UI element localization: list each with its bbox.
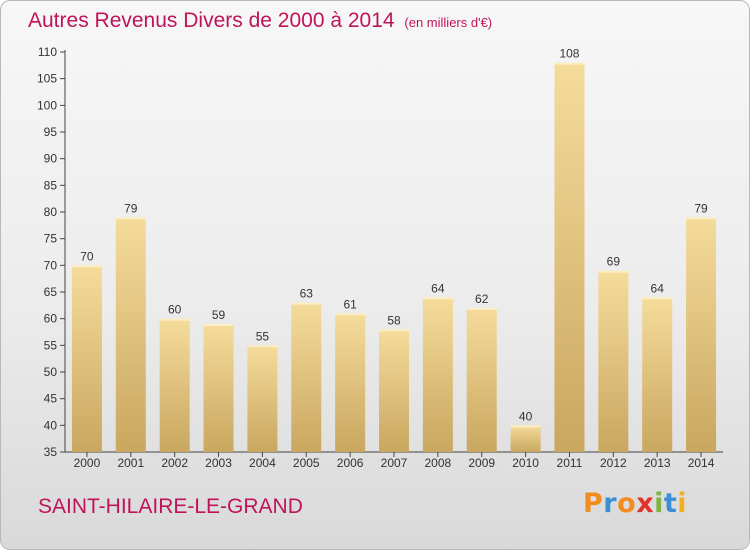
- data-label: 69: [607, 255, 621, 269]
- data-label: 58: [387, 313, 401, 327]
- bar-highlight: [159, 318, 190, 321]
- y-tick-label: 80: [44, 205, 58, 219]
- chart-title: Autres Revenus Divers de 2000 à 2014 (en…: [28, 9, 492, 33]
- bar: [159, 318, 190, 452]
- data-label: 55: [256, 329, 270, 343]
- x-tick-label: 2003: [205, 456, 232, 470]
- data-label: 40: [519, 409, 533, 423]
- data-label: 60: [168, 303, 182, 317]
- bar: [247, 345, 278, 452]
- bar-highlight: [598, 270, 629, 273]
- bar: [598, 270, 629, 452]
- y-tick-label: 45: [44, 392, 58, 406]
- bar-highlight: [686, 217, 717, 220]
- y-tick-label: 65: [44, 285, 58, 299]
- bar: [422, 297, 453, 452]
- data-label: 59: [212, 308, 226, 322]
- chart-unit: (en milliers d'€): [404, 15, 493, 30]
- x-tick-label: 2014: [688, 456, 715, 470]
- data-label: 79: [124, 201, 138, 215]
- data-label: 79: [694, 201, 708, 215]
- x-tick-label: 2009: [468, 456, 495, 470]
- data-label: 63: [300, 287, 314, 301]
- bar-highlight: [291, 302, 322, 305]
- bar: [642, 297, 673, 452]
- bar: [115, 217, 146, 452]
- x-tick-label: 2012: [600, 456, 627, 470]
- proxiti-logo: Proxiti: [583, 488, 688, 519]
- y-tick-label: 100: [37, 98, 57, 112]
- x-tick-label: 2002: [161, 456, 188, 470]
- x-tick-label: 2004: [249, 456, 276, 470]
- bar: [686, 217, 717, 452]
- bar: [554, 62, 585, 453]
- y-tick-label: 90: [44, 152, 58, 166]
- bar-highlight: [642, 297, 673, 300]
- town-name: SAINT-HILAIRE-LE-GRAND: [38, 495, 303, 518]
- y-tick-label: 105: [37, 72, 57, 86]
- bar-highlight: [554, 62, 585, 65]
- y-tick-label: 55: [44, 338, 58, 352]
- y-tick-label: 85: [44, 178, 58, 192]
- y-tick-label: 40: [44, 418, 58, 432]
- x-tick-label: 2008: [425, 456, 452, 470]
- x-tick-label: 2013: [644, 456, 671, 470]
- data-label: 64: [651, 281, 665, 295]
- y-tick-label: 70: [44, 258, 58, 272]
- bar: [203, 324, 234, 452]
- y-tick-label: 35: [44, 445, 58, 459]
- y-tick-label: 75: [44, 232, 58, 246]
- data-label: 70: [80, 249, 94, 263]
- bar: [71, 265, 102, 452]
- bar: [291, 302, 322, 452]
- data-label: 108: [559, 47, 579, 61]
- y-tick-label: 95: [44, 125, 58, 139]
- bar-highlight: [115, 217, 146, 220]
- x-tick-label: 2006: [337, 456, 364, 470]
- bar-highlight: [510, 425, 541, 428]
- x-tick-label: 2001: [117, 456, 144, 470]
- bar-highlight: [247, 345, 278, 348]
- data-label: 62: [475, 292, 489, 306]
- bar-highlight: [379, 329, 409, 332]
- x-tick-label: 2000: [74, 456, 101, 470]
- x-tick-label: 2007: [381, 456, 408, 470]
- bar-highlight: [335, 313, 366, 316]
- bar: [335, 313, 366, 452]
- x-tick-label: 2010: [512, 456, 539, 470]
- data-label: 61: [343, 297, 357, 311]
- bar-highlight: [71, 265, 102, 268]
- x-tick-label: 2011: [557, 456, 583, 470]
- y-tick-label: 60: [44, 312, 58, 326]
- x-tick-label: 2005: [293, 456, 320, 470]
- bar-highlight: [422, 297, 453, 300]
- bar: [466, 308, 497, 452]
- bar: [379, 329, 409, 452]
- data-label: 64: [431, 281, 445, 295]
- y-tick-label: 110: [38, 45, 57, 59]
- bar-highlight: [466, 308, 497, 310]
- y-tick-label: 50: [44, 365, 58, 379]
- bar: [510, 425, 541, 452]
- bar-highlight: [203, 324, 234, 326]
- chart-title-text: Autres Revenus Divers de 2000 à 2014: [28, 9, 395, 32]
